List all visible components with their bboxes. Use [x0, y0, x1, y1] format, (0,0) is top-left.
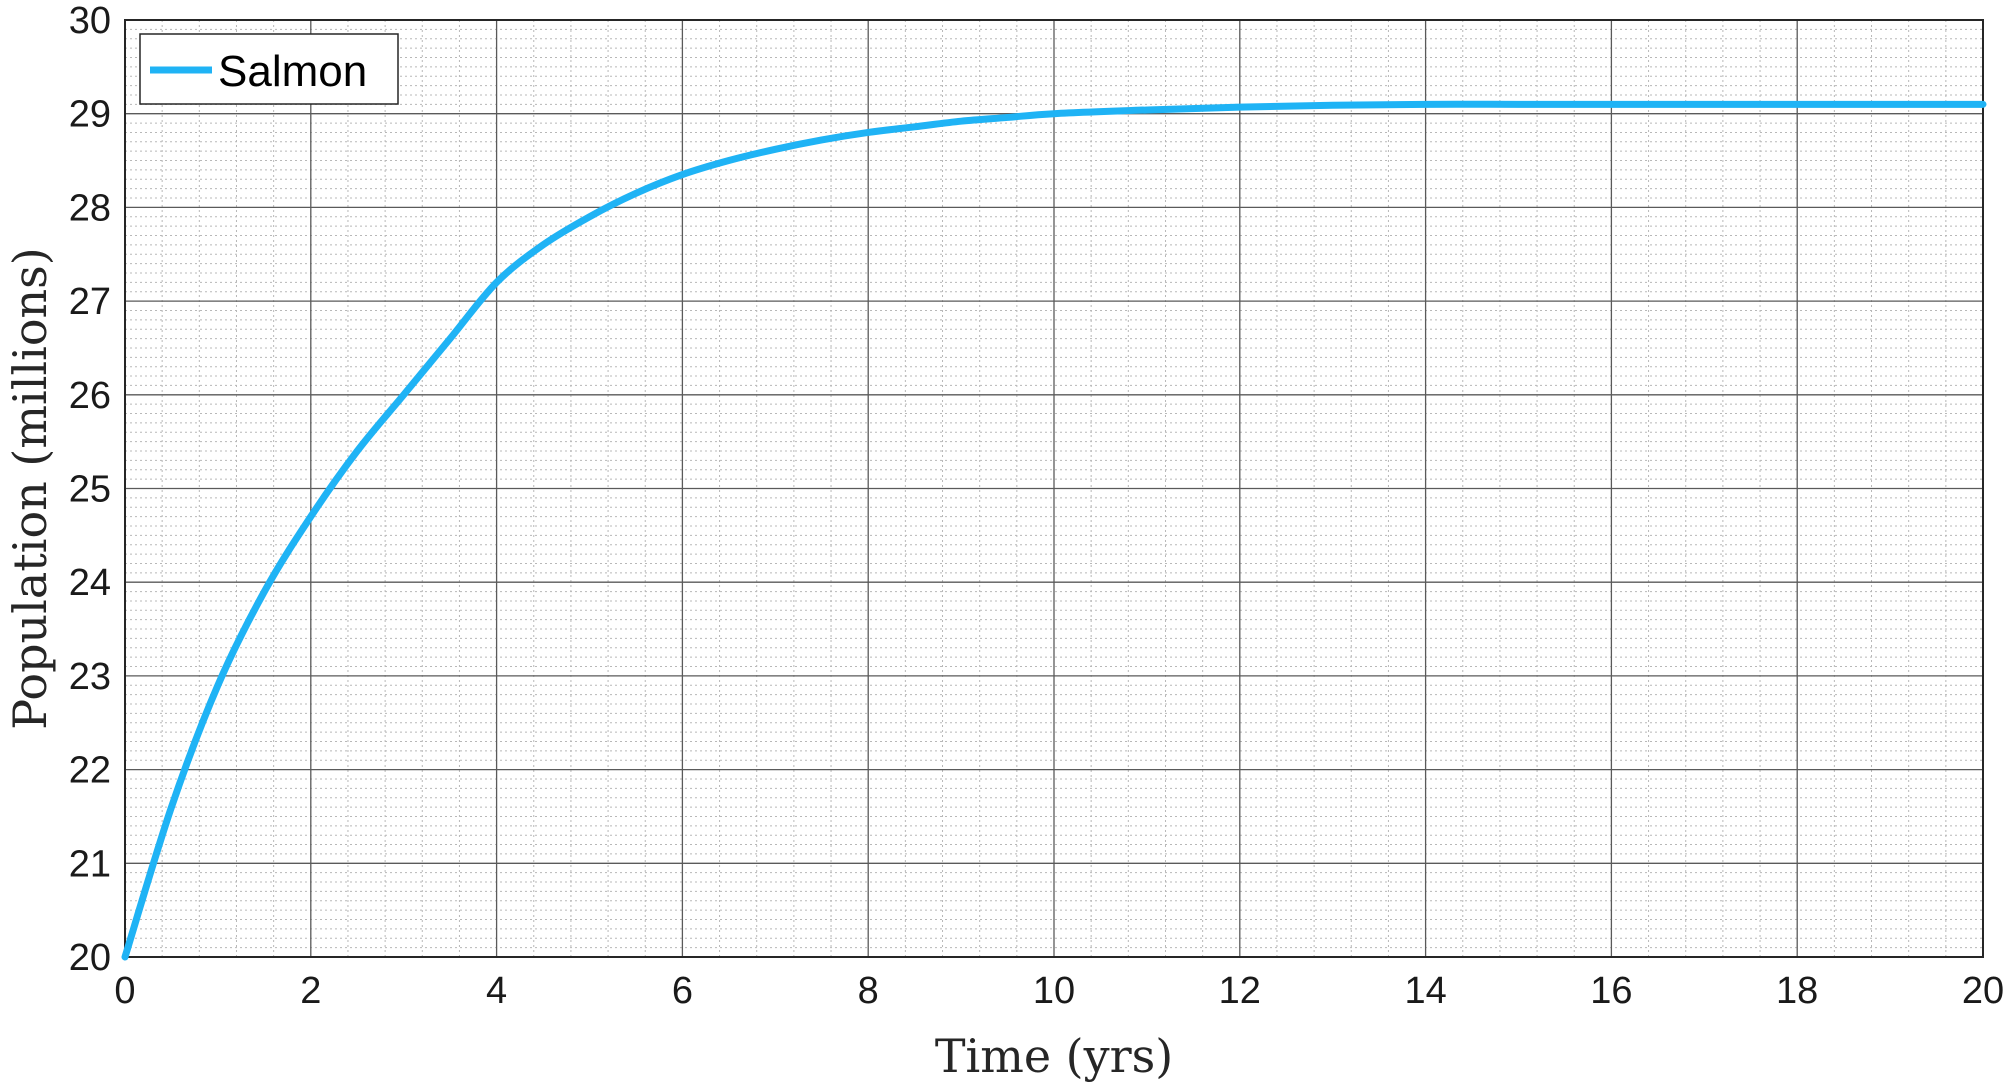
y-tick-label: 25: [69, 469, 111, 511]
x-tick-label: 4: [486, 970, 507, 1012]
minor-grid: [125, 20, 1983, 957]
y-tick-label: 29: [69, 94, 111, 136]
y-tick-label: 24: [69, 562, 111, 604]
plot-area-frame: [124, 19, 1984, 958]
legend: Salmon: [139, 33, 399, 105]
x-tick-label: 10: [1033, 970, 1075, 1012]
legend-label-salmon: Salmon: [218, 47, 367, 96]
y-tick-labels: 20 21 22 23 24 25 26 27 28 29 30: [69, 0, 111, 979]
x-axis-label: Time (yrs): [935, 1029, 1173, 1083]
y-tick-label: 28: [69, 187, 111, 229]
x-tick-label: 14: [1404, 970, 1446, 1012]
series-line-salmon: [121, 100, 1987, 961]
y-tick-label: 20: [69, 937, 111, 979]
x-tick-label: 20: [1962, 970, 2004, 1012]
x-tick-labels: 0 2 4 6 8 10 12 14 16 18 20: [114, 970, 2004, 1012]
y-axis-label: Population (millions): [3, 247, 57, 729]
y-tick-label: 21: [69, 843, 111, 885]
series-layer: [121, 100, 1987, 961]
x-tick-label: 16: [1590, 970, 1632, 1012]
y-tick-label: 30: [69, 0, 111, 42]
x-tick-label: 12: [1219, 970, 1261, 1012]
x-tick-label: 6: [672, 970, 693, 1012]
x-tick-label: 8: [858, 970, 879, 1012]
y-tick-label: 23: [69, 656, 111, 698]
x-tick-label: 18: [1776, 970, 1818, 1012]
x-tick-label: 0: [114, 970, 135, 1012]
y-tick-label: 27: [69, 281, 111, 323]
y-tick-label: 26: [69, 375, 111, 417]
major-grid: [124, 19, 1984, 958]
y-tick-label: 22: [69, 750, 111, 792]
x-tick-label: 2: [300, 970, 321, 1012]
